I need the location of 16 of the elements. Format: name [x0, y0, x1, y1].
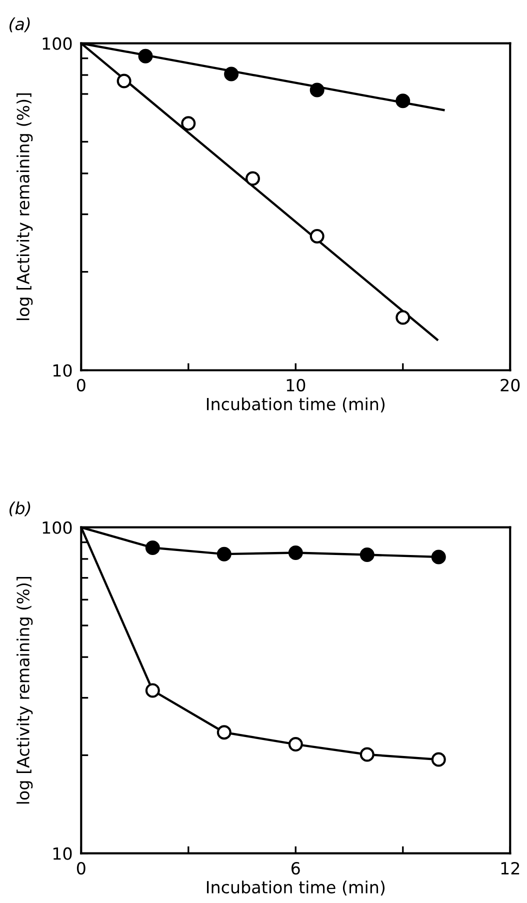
- x-tick-label: 20: [500, 378, 520, 392]
- y-tick-label: 10: [53, 847, 72, 860]
- chart-title: (a): [10, 17, 30, 32]
- chart-title: (b): [10, 501, 30, 516]
- x-axis-title: Incubation time (min): [206, 397, 385, 412]
- x-tick-label: 6: [292, 862, 300, 875]
- x-tick-label: 0: [76, 378, 86, 392]
- y-tick-label: 10: [53, 364, 72, 377]
- y-tick-label: 100: [42, 37, 72, 50]
- y-axis-title: log [Activity remaining (%)]: [16, 576, 33, 804]
- x-axis-title: Incubation time (min): [206, 880, 385, 896]
- x-tick-label: 0: [76, 862, 86, 875]
- x-tick-label: 12: [501, 862, 520, 874]
- y-axis-title: log [Activity remaining (%)]: [16, 93, 33, 320]
- y-tick-label: 100: [42, 521, 72, 534]
- x-tick-label: 10: [286, 378, 306, 392]
